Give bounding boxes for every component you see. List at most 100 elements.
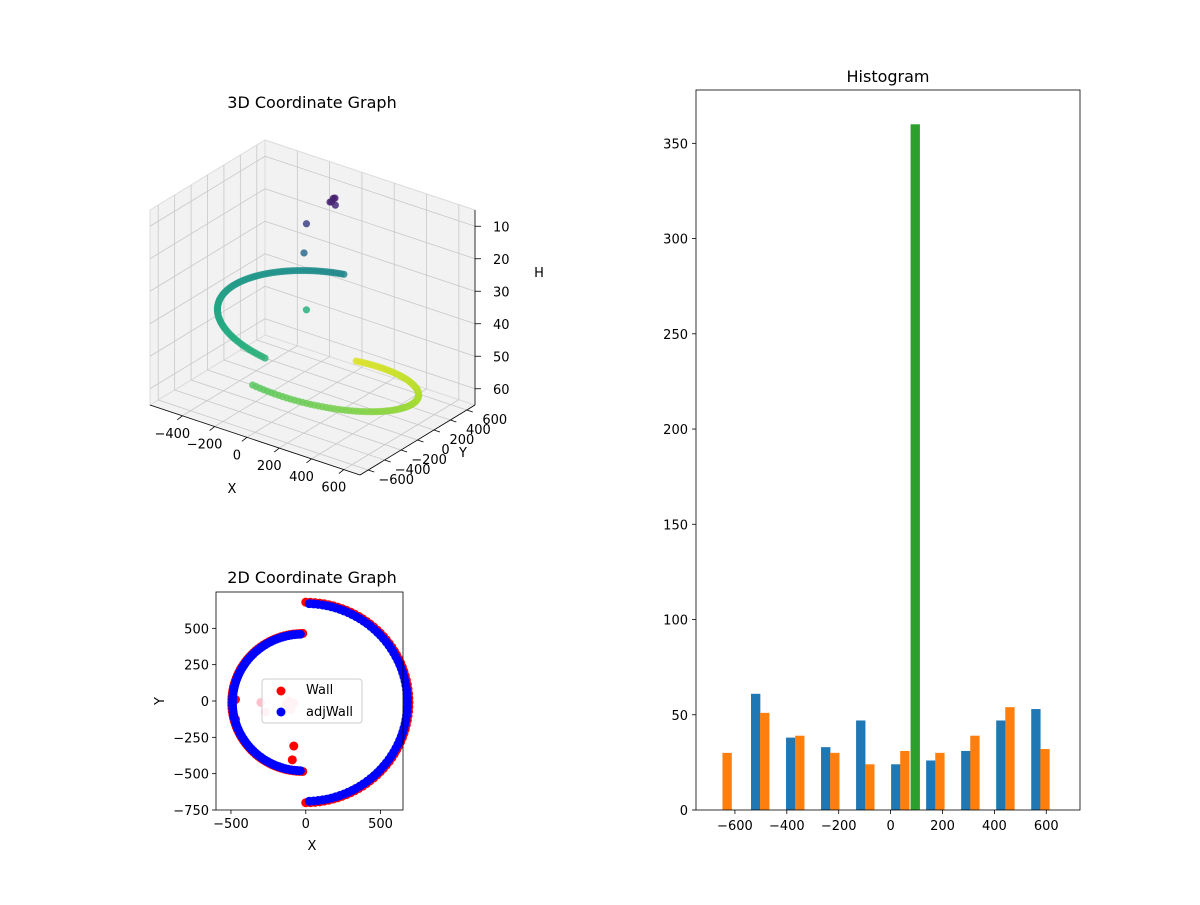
y-tick-label: 300	[663, 233, 688, 248]
histogram-bar	[760, 712, 770, 810]
x-tick-label: 600	[321, 481, 346, 496]
histogram-bar	[910, 124, 920, 811]
scatter3d-point	[302, 220, 311, 228]
y-tick-label: 350	[663, 137, 688, 152]
grid-line	[149, 188, 266, 260]
x-tick-label: −200	[821, 819, 857, 834]
z-tick-label: 60	[493, 383, 510, 398]
histogram-bar	[786, 737, 796, 810]
x-tick-label: 500	[368, 817, 393, 832]
histogram-bar	[1005, 707, 1015, 810]
legend-marker-adjwall	[276, 707, 286, 717]
y-axis-label: Y	[153, 697, 168, 706]
chart-2d: 2D Coordinate Graph −500 0 500 −750 −500 −250 0…	[153, 568, 414, 854]
histogram-bar	[900, 750, 910, 810]
y-tick-label: 200	[450, 433, 475, 448]
y-tick-label: −750	[173, 804, 209, 819]
grid-line	[264, 318, 476, 390]
y-tick-label: −600	[378, 473, 414, 488]
y-axis-label: Y	[458, 446, 467, 461]
x-tick-label: 0	[302, 817, 310, 832]
y-tick-label: −500	[173, 768, 209, 783]
legend-label-wall: Wall	[306, 683, 333, 698]
x-tick-label: −400	[154, 427, 190, 442]
x-tick-mark	[209, 426, 215, 431]
grid-line	[149, 285, 266, 357]
histogram-bar	[935, 752, 945, 810]
grid-line	[149, 155, 266, 227]
histogram-bar	[751, 693, 761, 810]
histogram-bar	[865, 764, 875, 810]
x-tick-label: 200	[930, 819, 955, 834]
histogram-bar	[795, 735, 805, 810]
y-tick-label: 100	[663, 614, 688, 629]
scatter3d-point	[331, 201, 339, 209]
z-axis-label: H	[534, 266, 544, 281]
histogram-bar	[996, 720, 1006, 810]
legend-box	[261, 678, 363, 724]
x-tick-mark	[338, 469, 345, 474]
scatter3d-point	[302, 306, 311, 314]
grid-line	[264, 253, 476, 325]
y-tick-label: 50	[671, 709, 688, 724]
grid-line	[149, 253, 266, 325]
x-tick-label: 0	[886, 819, 894, 834]
histogram-bar	[1031, 709, 1041, 810]
histogram-bar	[821, 747, 831, 810]
y-tick-label: −400	[395, 463, 431, 478]
chart-2d-title: 2D Coordinate Graph	[227, 568, 396, 587]
grid-line	[256, 339, 467, 411]
scatter3d-point	[261, 354, 269, 362]
y-tick-label: 0	[441, 443, 449, 458]
y-tick-label: 250	[663, 328, 688, 343]
y-tick-label: 600	[482, 413, 507, 428]
x-tick-label: −600	[717, 819, 753, 834]
x-tick-label: −200	[187, 438, 223, 453]
y-tick-mark	[433, 429, 441, 433]
y-tick-label: 250	[184, 659, 209, 674]
grid-line	[149, 318, 266, 390]
x-tick-label: 400	[982, 819, 1007, 834]
y-tick-mark	[400, 449, 408, 453]
legend-marker-wall	[276, 686, 286, 696]
x-tick-mark	[177, 415, 183, 421]
y-tick-mark	[368, 469, 375, 473]
histogram-bar	[856, 720, 866, 810]
histogram-bar	[1040, 749, 1050, 810]
y-tick-label: −250	[173, 731, 209, 746]
z-tick-label: 50	[493, 350, 510, 365]
y-tick-mark	[417, 439, 424, 443]
x-tick-label: 400	[289, 470, 314, 485]
z-tick-label: 20	[493, 253, 510, 268]
grid-line	[174, 389, 385, 461]
x-tick-label: 600	[1034, 819, 1059, 834]
histogram-bar	[891, 764, 901, 810]
grid-line	[240, 349, 451, 421]
y-tick-mark	[450, 419, 457, 423]
x-axis-line	[149, 404, 361, 476]
x-tick-mark	[306, 458, 312, 464]
x-tick-label: 0	[233, 448, 241, 463]
y-tick-mark	[384, 459, 391, 463]
x-tick-label: −400	[769, 819, 805, 834]
y-tick-label: 400	[466, 423, 491, 438]
histogram-bar	[926, 760, 936, 810]
histogram-bar	[830, 752, 840, 810]
grid-line	[223, 359, 435, 431]
legend-label-adjwall: adjWall	[306, 705, 353, 720]
y-tick-label: 0	[680, 804, 688, 819]
x-axis-label: X	[308, 839, 317, 854]
y-tick-label: 200	[663, 423, 688, 438]
scatter3d-point	[352, 357, 360, 365]
histogram-bar	[722, 752, 732, 810]
grid-line	[158, 399, 369, 471]
grid-line	[264, 220, 476, 292]
z-tick-label: 40	[493, 318, 510, 333]
x-tick-mark	[241, 436, 248, 442]
grid-line	[264, 155, 476, 227]
histogram-bar	[970, 735, 980, 810]
grid-line	[190, 379, 402, 451]
grid-line	[264, 285, 476, 357]
